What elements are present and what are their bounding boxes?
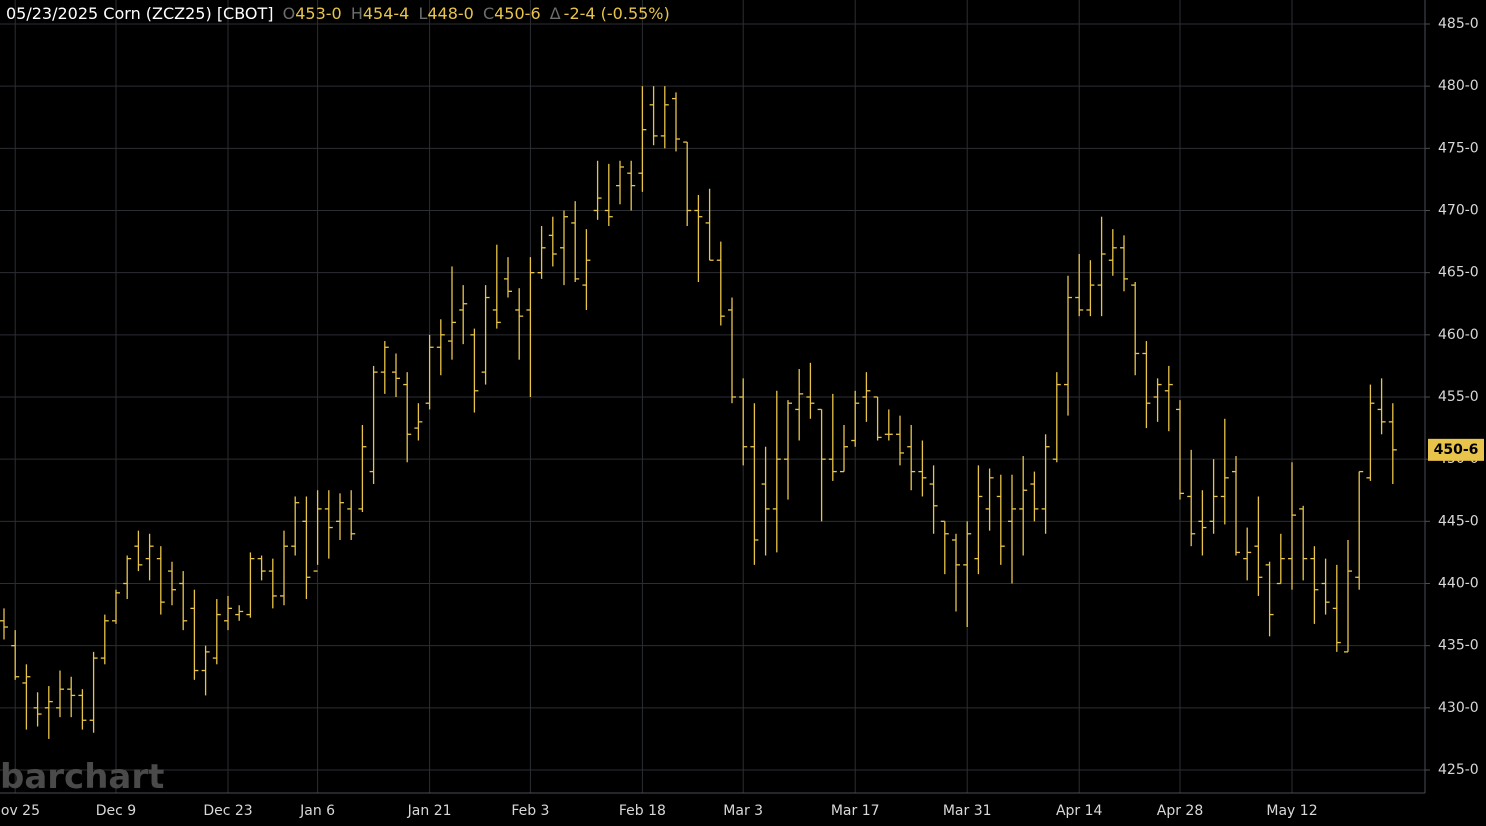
x-tick-label: Dec 9 <box>96 803 136 819</box>
y-tick-label: 485-0 <box>1438 16 1479 32</box>
quote-key: L <box>418 4 427 23</box>
y-tick-label: 470-0 <box>1438 202 1479 218</box>
x-tick-label: May 12 <box>1266 803 1317 819</box>
y-tick-label: 480-0 <box>1438 78 1479 94</box>
x-tick-label: Apr 14 <box>1056 803 1103 819</box>
quote-key: O <box>283 4 296 23</box>
y-tick-label: 440-0 <box>1438 575 1479 591</box>
quote-value: 448-0 <box>427 4 474 23</box>
quote-value: 450-6 <box>494 4 541 23</box>
x-tick-label: Apr 28 <box>1157 803 1203 819</box>
y-tick-label: 460-0 <box>1438 327 1479 343</box>
y-tick-label: 445-0 <box>1438 513 1479 529</box>
x-tick-label: Jan 6 <box>299 803 335 819</box>
bars <box>0 86 1397 739</box>
quote-key: Δ <box>550 4 561 23</box>
y-tick-label: 430-0 <box>1438 700 1479 716</box>
y-tick-label: 425-0 <box>1438 762 1479 778</box>
x-tick-label: Mar 17 <box>831 803 880 819</box>
watermark: barchart <box>0 757 164 797</box>
quote-value: 453-0 <box>295 4 342 23</box>
quote-key: C <box>483 4 494 23</box>
x-tick-label: Feb 3 <box>511 803 549 819</box>
header-title: 05/23/2025 Corn (ZCZ25) [CBOT] <box>6 4 274 23</box>
y-tick-label: 455-0 <box>1438 389 1479 405</box>
y-tick-label: 435-0 <box>1438 638 1479 654</box>
x-tick-label: Mar 31 <box>943 803 992 819</box>
quote-value: 454-4 <box>363 4 410 23</box>
x-tick-label: Nov 25 <box>0 803 40 819</box>
last-price-box <box>1428 438 1484 461</box>
y-tick-label: 465-0 <box>1438 265 1479 281</box>
y-tick-label: 475-0 <box>1438 140 1479 156</box>
quote-value: -2-4 (-0.55%) <box>564 4 670 23</box>
x-tick-label: Jan 21 <box>407 803 452 819</box>
last-price-label: 450-6 <box>1434 442 1479 458</box>
header: 05/23/2025 Corn (ZCZ25) [CBOT] O453-0 H4… <box>6 4 670 23</box>
x-tick-label: Mar 3 <box>723 803 763 819</box>
x-tick-label: Dec 23 <box>203 803 252 819</box>
quote-key: H <box>351 4 363 23</box>
x-tick-label: Feb 18 <box>619 803 666 819</box>
